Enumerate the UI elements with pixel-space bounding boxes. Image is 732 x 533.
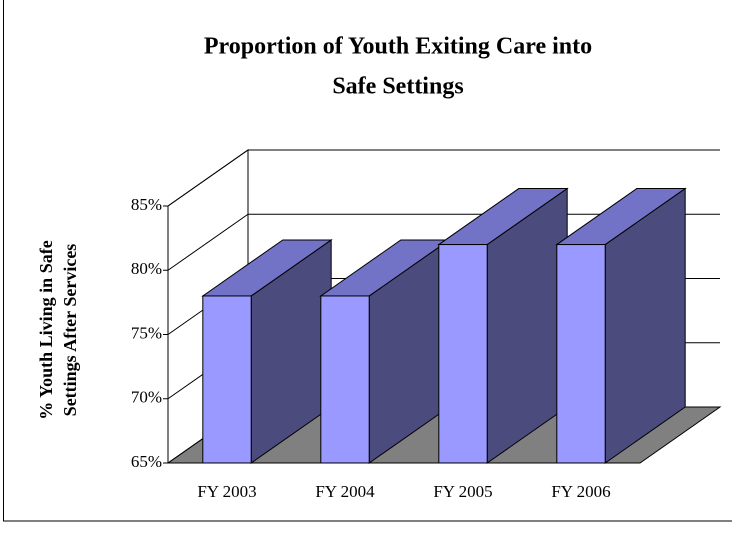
x-tick-label: FY 2004 xyxy=(315,482,375,501)
bar xyxy=(556,244,606,464)
y-axis-label-line: % Youth Living in Safe xyxy=(36,240,56,419)
bar xyxy=(320,295,370,464)
chart-title: Safe Settings xyxy=(332,74,463,100)
y-axis-label-line: Settings After Services xyxy=(60,244,80,417)
y-tick-label: 70% xyxy=(131,388,162,407)
y-axis-label: % Youth Living in Safe Settings After Se… xyxy=(36,240,80,419)
x-tick-label: FY 2006 xyxy=(551,482,610,501)
y-tick-label: 75% xyxy=(131,323,162,342)
y-tick-label: 80% xyxy=(131,259,162,278)
y-tick-label: 65% xyxy=(131,452,162,471)
grid-line xyxy=(167,149,720,207)
chart-frame xyxy=(3,0,732,522)
x-tick-label: FY 2005 xyxy=(433,482,492,501)
bar xyxy=(202,295,252,464)
y-tick-label: 85% xyxy=(131,195,162,214)
chart-title: Proportion of Youth Exiting Care into xyxy=(204,34,592,60)
x-tick-label: FY 2003 xyxy=(197,482,256,501)
bar xyxy=(438,244,488,464)
